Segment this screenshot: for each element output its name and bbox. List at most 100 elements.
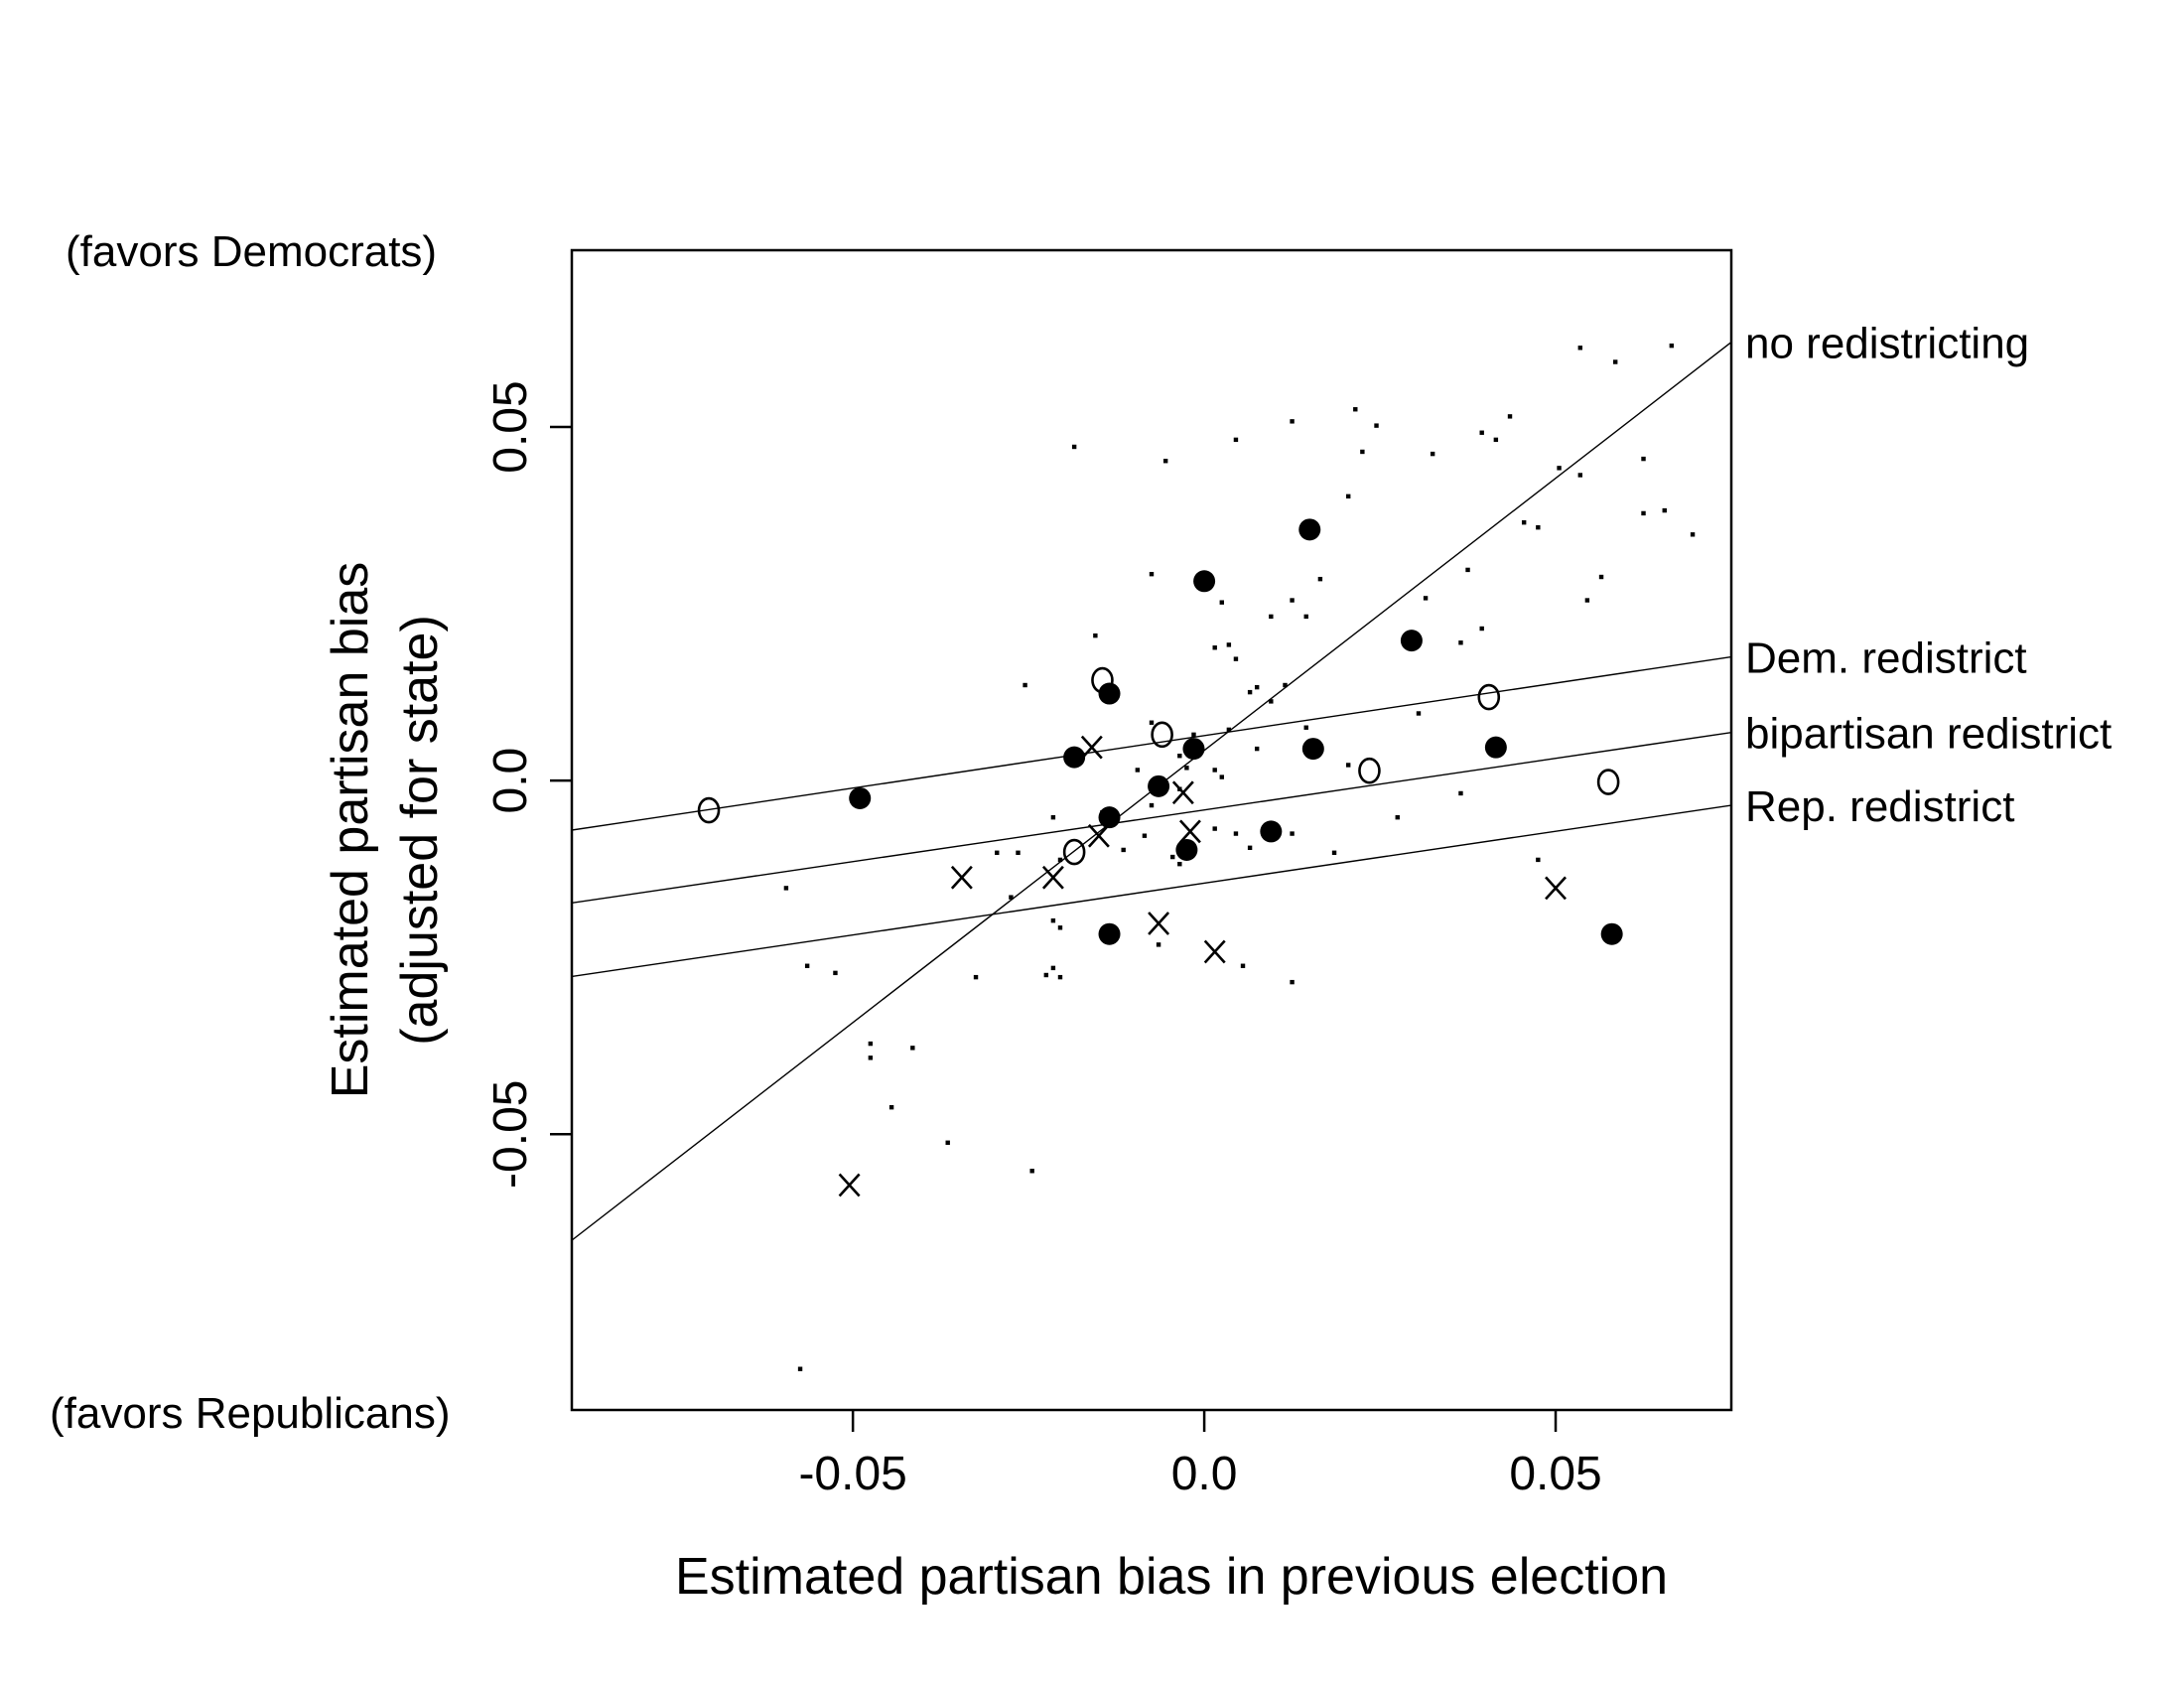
small-point xyxy=(783,886,789,891)
filled-point xyxy=(1175,838,1198,861)
small-point xyxy=(1395,814,1400,820)
x-tick-label: -0.05 xyxy=(798,1448,906,1500)
cross-point xyxy=(1080,735,1103,760)
open-point xyxy=(1091,666,1114,694)
small-point xyxy=(1219,600,1224,605)
small-point xyxy=(1303,614,1308,620)
small-point xyxy=(1170,854,1175,860)
small-point xyxy=(1226,642,1232,647)
small-point xyxy=(1057,925,1063,930)
small-point xyxy=(1479,626,1484,632)
small-point xyxy=(1233,656,1239,661)
open-point xyxy=(1477,683,1501,711)
small-point xyxy=(1584,598,1590,603)
small-point xyxy=(1557,466,1562,471)
small-point xyxy=(1135,768,1141,773)
x-tick-label: 0.05 xyxy=(1509,1448,1601,1500)
x-axis-title: Estimated partisan bias in previous elec… xyxy=(675,1548,1668,1606)
small-point xyxy=(1423,596,1429,601)
y-axis-ticks: -0.05 0.0 0.05 xyxy=(484,380,572,1189)
small-point xyxy=(1360,449,1365,455)
small-point xyxy=(868,1041,874,1047)
filled-point xyxy=(1148,774,1170,797)
y-axis-title-line2: (adjusted for state) xyxy=(391,615,449,1046)
filled-point xyxy=(849,786,872,809)
small-point xyxy=(1142,833,1148,838)
small-point xyxy=(1057,974,1063,980)
cross-point xyxy=(1545,876,1567,901)
favors-democrats-note: (favors Democrats) xyxy=(66,227,437,276)
small-point xyxy=(833,970,838,976)
small-point xyxy=(1346,763,1351,768)
small-point xyxy=(1050,917,1056,923)
small-point xyxy=(1662,507,1667,513)
line-label: Dem. redistrict xyxy=(1745,634,2027,683)
filled-point xyxy=(1298,518,1321,541)
small-point xyxy=(1430,451,1435,457)
data-points xyxy=(697,343,1696,1371)
small-point xyxy=(1346,493,1351,499)
small-point xyxy=(945,1140,950,1145)
small-point xyxy=(1283,682,1288,688)
small-point xyxy=(1156,942,1161,947)
cross-point xyxy=(1041,865,1064,890)
small-point xyxy=(1212,645,1217,650)
filled-point xyxy=(1193,570,1216,593)
small-point xyxy=(910,1046,915,1051)
small-point xyxy=(1416,711,1422,716)
small-point xyxy=(1212,826,1217,831)
cross-point xyxy=(1178,819,1201,844)
filled-point xyxy=(1098,806,1121,829)
small-point xyxy=(1029,1169,1034,1174)
fit-line xyxy=(572,655,1731,831)
small-point xyxy=(1303,725,1308,730)
small-point xyxy=(1240,963,1246,968)
filled-point xyxy=(1098,922,1121,945)
filled-point xyxy=(1301,738,1324,761)
small-point xyxy=(1458,640,1463,645)
small-point xyxy=(1093,633,1098,638)
small-point xyxy=(804,963,810,968)
cross-point xyxy=(1203,939,1226,964)
small-point xyxy=(1050,814,1056,820)
small-point xyxy=(1247,689,1253,695)
small-point xyxy=(1269,699,1274,704)
small-point xyxy=(1191,732,1196,738)
small-point xyxy=(1233,831,1239,836)
cross-point xyxy=(1087,823,1110,848)
fit-line xyxy=(572,804,1731,978)
small-point xyxy=(1233,437,1239,443)
small-point xyxy=(1479,430,1484,435)
small-point xyxy=(1690,532,1696,537)
small-point xyxy=(1290,831,1295,836)
small-point xyxy=(1100,809,1105,815)
cross-point xyxy=(1148,912,1170,935)
filled-point xyxy=(1260,820,1283,843)
small-point xyxy=(1536,524,1541,530)
small-point xyxy=(1149,720,1155,725)
small-point xyxy=(1669,343,1675,349)
small-point xyxy=(1219,774,1224,779)
filled-point xyxy=(1182,738,1205,761)
small-point xyxy=(1290,979,1295,985)
filled-point xyxy=(1063,746,1086,769)
open-point xyxy=(1151,721,1173,749)
fit-line xyxy=(572,732,1731,905)
small-point xyxy=(1458,790,1463,796)
small-point xyxy=(1177,861,1182,867)
small-point xyxy=(1269,614,1274,620)
small-point xyxy=(1613,359,1618,364)
small-point xyxy=(1353,407,1358,412)
small-point xyxy=(1149,802,1155,808)
filled-point xyxy=(1098,682,1121,705)
small-point xyxy=(973,974,979,980)
y-tick-label: 0.05 xyxy=(484,380,537,473)
small-point xyxy=(1226,727,1232,733)
filled-point xyxy=(1600,922,1623,945)
small-point xyxy=(1121,847,1126,853)
cross-point xyxy=(950,865,973,890)
small-point xyxy=(1050,965,1056,971)
small-point xyxy=(1009,895,1014,900)
small-point xyxy=(1162,459,1168,464)
